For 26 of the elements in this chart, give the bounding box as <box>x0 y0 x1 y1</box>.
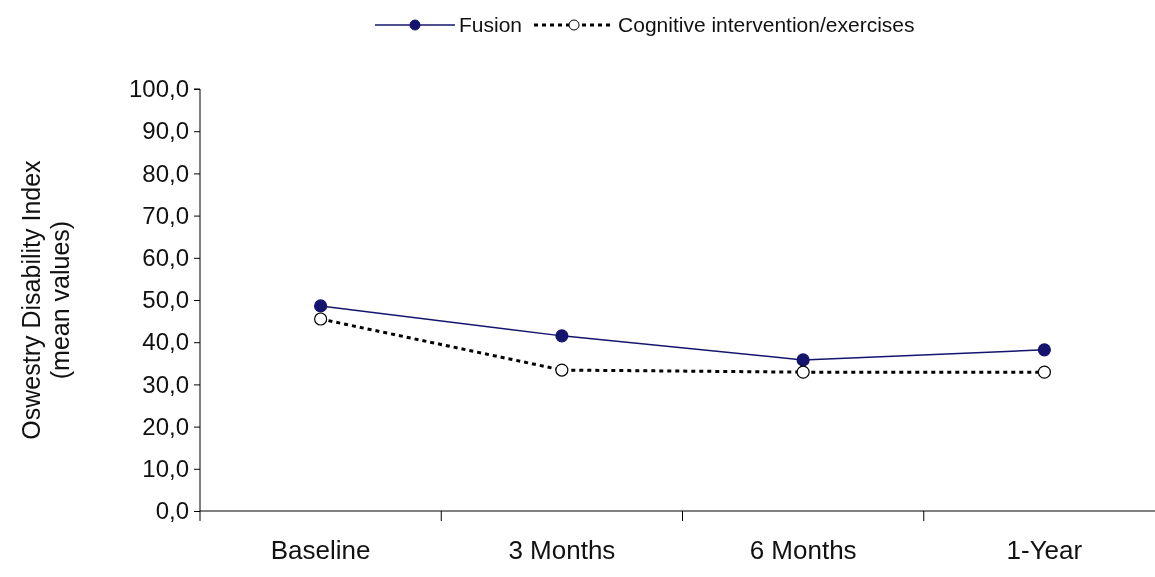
y-tick-label: 70,0 <box>142 201 189 229</box>
point <box>314 312 328 326</box>
x-tick-label: 1-Year <box>1006 535 1083 566</box>
y-tick-label: 40,0 <box>142 328 189 356</box>
point <box>796 365 810 379</box>
y-tick-label: 10,0 <box>142 454 189 482</box>
y-tick-label: 30,0 <box>142 370 189 398</box>
y-tick-label: 50,0 <box>142 286 189 314</box>
y-tick-label: 60,0 <box>142 243 189 271</box>
x-tick-label: 3 Months <box>508 535 616 566</box>
point <box>796 353 810 367</box>
y-axis-title: Oswestry Disability Index (mean values) <box>17 159 74 440</box>
legend-label: Fusion <box>459 13 523 36</box>
y-tick-label: 0,0 <box>155 497 189 525</box>
y-tick-label: 100,0 <box>128 75 189 103</box>
point <box>1037 365 1051 379</box>
legend-label: Cognitive intervention/exercises <box>618 13 915 36</box>
x-tick-label: 6 Months <box>749 535 857 566</box>
point <box>555 363 569 377</box>
point <box>1037 343 1051 357</box>
y-tick-label: 20,0 <box>142 412 189 440</box>
point <box>314 299 328 313</box>
y-tick-label: 80,0 <box>142 159 189 187</box>
x-tick-label: Baseline <box>270 535 371 566</box>
y-tick-label: 90,0 <box>142 117 189 145</box>
point <box>555 329 569 343</box>
